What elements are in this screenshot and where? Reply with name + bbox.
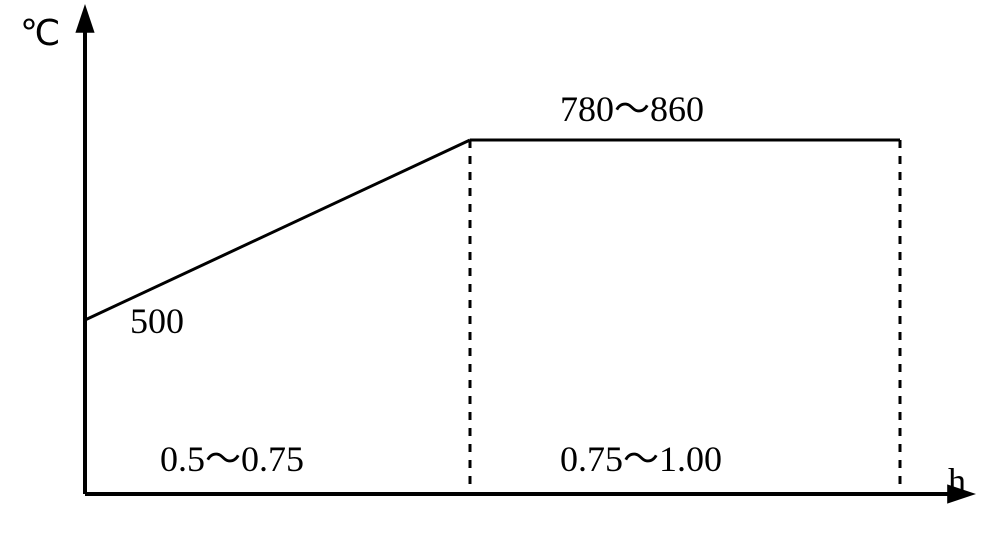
start-temp-label: 500 [130, 300, 184, 342]
ramp-time-label: 0.5～0.75 [160, 430, 304, 482]
x-axis-label: h [948, 460, 966, 502]
heat-treatment-chart: ℃ h 500 780～860 0.5～0.75 0.75～1.00 [0, 0, 1000, 544]
y-axis-label: ℃ [20, 12, 60, 54]
chart-svg [0, 0, 1000, 544]
hold-time-label: 0.75～1.00 [560, 430, 722, 482]
plateau-temp-label: 780～860 [560, 80, 704, 132]
